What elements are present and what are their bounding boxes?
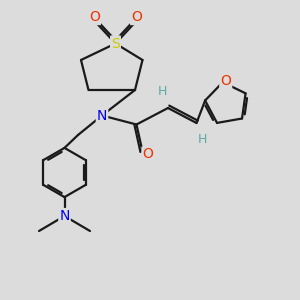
Text: N: N <box>59 209 70 223</box>
Text: O: O <box>131 10 142 24</box>
Text: H: H <box>157 85 167 98</box>
Text: O: O <box>89 10 100 24</box>
Text: O: O <box>220 74 231 88</box>
Text: H: H <box>198 133 207 146</box>
Text: N: N <box>97 109 107 122</box>
Text: O: O <box>142 148 153 161</box>
Text: S: S <box>111 37 120 50</box>
